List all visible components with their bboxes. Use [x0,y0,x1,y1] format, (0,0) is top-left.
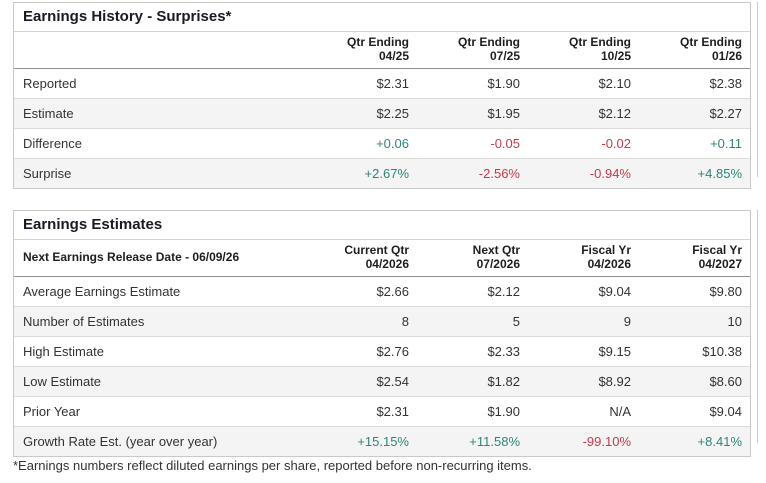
row-label: Reported [23,75,77,91]
cell: 9 [528,305,639,337]
column-header-line2: 10/25 [600,49,631,64]
cell: N/A [528,395,639,427]
cell: $1.90 [417,395,528,427]
cell: $8.92 [528,365,639,397]
column-header-line1: Fiscal Yr [581,243,631,257]
earnings-history-title: Earnings History - Surprises* [14,3,750,32]
earnings-history-table: Qtr Ending 04/25 Qtr Ending 07/25 Qtr En… [14,32,750,188]
cell: $2.12 [528,97,639,129]
row-label: Difference [14,127,306,159]
column-header-line1: Current Qtr [344,243,409,257]
cell: $2.27 [639,97,750,129]
cell: +0.11 [639,127,750,159]
earnings-footnote: *Earnings numbers reflect diluted earnin… [13,458,532,473]
cell: +8.41% [639,425,750,456]
column-header-next-qtr: Next Qtr 07/2026 [417,240,528,277]
cell: $9.04 [639,395,750,427]
column-header-line1: Fiscal Yr [692,243,742,257]
table-row-low-estimate: Low Estimate $2.54 $1.82 $8.92 $8.60 [14,365,750,397]
row-label: Growth Rate Est. (year over year) [14,425,306,456]
table-row-number-of-estimates: Number of Estimates 8 5 9 10 [14,305,750,337]
cell: $2.54 [306,365,417,397]
cell: $2.12 [487,283,520,299]
earnings-estimates-title: Earnings Estimates [14,211,750,240]
cell: -0.05 [417,127,528,159]
row-label: Surprise [14,157,306,188]
column-header-line2: 04/25 [378,49,409,64]
adjacent-panel-edge [757,210,766,443]
column-header-qtr-3: Qtr Ending 10/25 [528,32,639,69]
cell: $2.31 [376,75,409,91]
column-header-line1: Qtr Ending [458,35,520,49]
row-label: High Estimate [14,335,306,367]
table-row-difference: Difference +0.06 -0.05 -0.02 +0.11 [14,127,750,159]
table-row-estimate: Estimate $2.25 $1.95 $2.12 $2.27 [14,97,750,129]
table-row-prior-year: Prior Year $2.31 $1.90 N/A $9.04 [14,395,750,427]
table-row-surprise: Surprise +2.67% -2.56% -0.94% +4.85% [14,157,750,188]
cell: +11.58% [417,425,528,456]
earnings-estimates-table: Next Earnings Release Date - 06/09/26 Cu… [14,240,750,456]
earnings-history-header-row: Qtr Ending 04/25 Qtr Ending 07/25 Qtr En… [14,32,750,69]
cell: $1.95 [417,97,528,129]
cell: $9.80 [709,283,742,299]
header-spacer [14,32,306,69]
column-header-current-qtr: Current Qtr 04/2026 [306,240,417,277]
cell: $2.38 [709,75,742,91]
cell: -99.10% [528,425,639,456]
row-label: Prior Year [14,395,306,427]
cell: 8 [306,305,417,337]
table-row-reported: Reported $2.31 $1.90 $2.10 $2.38 [14,68,750,98]
column-header-line2: 01/26 [711,49,742,64]
cell: $2.10 [598,75,631,91]
cell: +15.15% [306,425,417,456]
column-header-line2: 04/2026 [365,257,409,272]
cell: $1.82 [417,365,528,397]
table-row-high-estimate: High Estimate $2.76 $2.33 $9.15 $10.38 [14,335,750,367]
column-header-line2: 07/2026 [476,257,520,272]
cell: $2.33 [417,335,528,367]
cell: $2.76 [306,335,417,367]
cell: +4.85% [639,157,750,188]
column-header-fiscal-yr-1: Fiscal Yr 04/2026 [528,240,639,277]
row-label: Number of Estimates [14,305,306,337]
earnings-estimates-panel: Earnings Estimates Next Earnings Release… [13,210,751,457]
column-header-line1: Next Qtr [472,243,520,257]
column-header-line2: 04/2026 [587,257,631,272]
cell: $9.15 [528,335,639,367]
cell: $9.04 [598,283,631,299]
cell: $2.66 [376,283,409,299]
row-label: Average Earnings Estimate [23,283,181,299]
row-label: Low Estimate [14,365,306,397]
column-header-qtr-4: Qtr Ending 01/26 [639,32,750,69]
column-header-line2: 07/25 [489,49,520,64]
cell: -0.94% [528,157,639,188]
adjacent-panel-edge [757,2,766,177]
table-row-growth-rate-estimate: Growth Rate Est. (year over year) +15.15… [14,425,750,456]
cell: 10 [639,305,750,337]
next-earnings-release-date: Next Earnings Release Date - 06/09/26 [14,240,306,277]
cell: 5 [417,305,528,337]
cell: -0.02 [528,127,639,159]
column-header-fiscal-yr-2: Fiscal Yr 04/2027 [639,240,750,277]
cell: -2.56% [417,157,528,188]
earnings-history-panel: Earnings History - Surprises* Qtr Ending… [13,2,751,189]
cell: $2.31 [306,395,417,427]
cell: $8.60 [639,365,750,397]
column-header-line2: 04/2027 [698,257,742,272]
column-header-line1: Qtr Ending [347,35,409,49]
column-header-line1: Qtr Ending [680,35,742,49]
cell: +0.06 [306,127,417,159]
cell: $2.25 [306,97,417,129]
column-header-qtr-1: Qtr Ending 04/25 [306,32,417,69]
column-header-line1: Qtr Ending [569,35,631,49]
earnings-estimates-header-row: Next Earnings Release Date - 06/09/26 Cu… [14,240,750,277]
row-label: Estimate [14,97,306,129]
cell: $1.90 [487,75,520,91]
cell: $10.38 [639,335,750,367]
column-header-qtr-2: Qtr Ending 07/25 [417,32,528,69]
table-row-average-earnings-estimate: Average Earnings Estimate $2.66 $2.12 $9… [14,276,750,306]
cell: +2.67% [306,157,417,188]
